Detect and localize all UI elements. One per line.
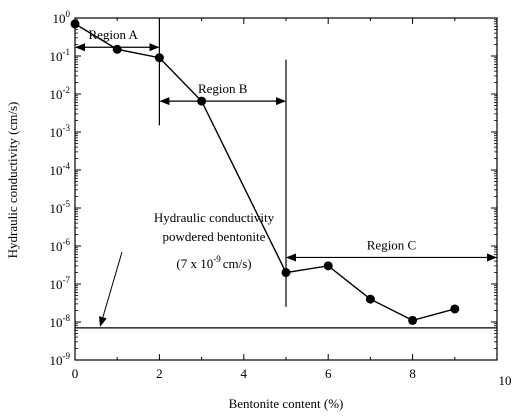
y-tick-label: 10-9 xyxy=(50,351,71,368)
x-tick-label: 10 xyxy=(499,373,512,388)
y-tick-label: 10-6 xyxy=(50,237,71,254)
annotation-line2: powdered bentonite xyxy=(163,229,266,244)
x-tick-label: 0 xyxy=(72,366,79,381)
data-point xyxy=(323,261,333,271)
y-tick-label: 10-3 xyxy=(50,123,71,140)
data-point xyxy=(281,268,291,278)
x-tick-label: 6 xyxy=(325,366,332,381)
region-label: Region C xyxy=(367,237,416,252)
x-axis-title: Bentonite content (%) xyxy=(229,396,344,411)
data-point xyxy=(112,44,122,54)
y-tick-label: 10-2 xyxy=(50,85,71,102)
x-tick-label: 4 xyxy=(241,366,248,381)
data-point xyxy=(154,53,164,63)
annotation-arrow xyxy=(99,251,123,327)
region-label: Region A xyxy=(88,27,138,42)
y-tick-label: 100 xyxy=(53,9,71,26)
x-tick-label: 8 xyxy=(409,366,416,381)
x-tick-label: 2 xyxy=(156,366,163,381)
y-tick-label: 10-4 xyxy=(50,161,71,178)
y-axis-title: Hydraulic conductivity (cm/s) xyxy=(5,102,20,259)
data-point xyxy=(450,304,460,314)
reference-annotation: Hydraulic conductivity powdered bentonit… xyxy=(154,210,275,271)
region-label: Region B xyxy=(198,81,248,96)
y-tick-label: 10-1 xyxy=(50,47,71,64)
series-line xyxy=(74,23,455,322)
y-tick-label: 10-8 xyxy=(50,313,71,330)
data-point xyxy=(70,19,80,29)
annotation-line1: Hydraulic conductivity xyxy=(154,210,275,225)
data-point xyxy=(408,315,418,325)
data-point xyxy=(197,96,207,106)
data-point xyxy=(365,294,375,304)
annotation-line3: (7 x 10-9 cm/s) xyxy=(176,254,251,271)
y-tick-label: 10-7 xyxy=(50,275,71,292)
y-tick-label: 10-5 xyxy=(50,199,71,216)
